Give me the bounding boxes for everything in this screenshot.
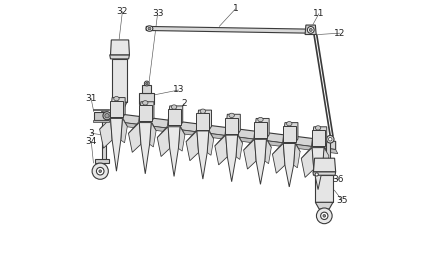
Polygon shape [102, 120, 338, 154]
Text: 11: 11 [313, 9, 325, 18]
Polygon shape [150, 123, 156, 147]
Ellipse shape [307, 27, 314, 33]
Polygon shape [142, 85, 151, 93]
Ellipse shape [148, 27, 151, 30]
Text: 35: 35 [337, 196, 348, 205]
Polygon shape [315, 175, 333, 202]
Polygon shape [157, 127, 170, 156]
Polygon shape [178, 127, 185, 151]
Polygon shape [301, 148, 314, 177]
Polygon shape [139, 123, 151, 174]
Polygon shape [95, 159, 109, 163]
Polygon shape [111, 118, 123, 171]
Polygon shape [305, 25, 316, 35]
Ellipse shape [171, 105, 177, 109]
Polygon shape [236, 135, 242, 159]
Ellipse shape [114, 97, 119, 101]
Polygon shape [197, 131, 209, 179]
Ellipse shape [105, 113, 109, 118]
Polygon shape [112, 59, 127, 102]
Polygon shape [225, 114, 240, 134]
Text: 36: 36 [333, 175, 344, 184]
Ellipse shape [92, 163, 108, 179]
Polygon shape [273, 143, 285, 173]
Ellipse shape [321, 212, 328, 220]
Ellipse shape [326, 135, 334, 143]
Polygon shape [186, 131, 198, 161]
Polygon shape [196, 110, 211, 129]
Polygon shape [254, 139, 266, 184]
Ellipse shape [229, 113, 234, 118]
Polygon shape [139, 105, 152, 121]
Polygon shape [313, 172, 336, 175]
Polygon shape [139, 93, 154, 104]
Polygon shape [94, 112, 107, 120]
Polygon shape [196, 113, 210, 129]
Ellipse shape [317, 208, 332, 224]
Ellipse shape [99, 170, 102, 172]
Polygon shape [146, 26, 309, 33]
Polygon shape [312, 148, 324, 190]
Ellipse shape [323, 215, 325, 217]
Polygon shape [102, 120, 106, 163]
Ellipse shape [315, 126, 321, 130]
Ellipse shape [144, 81, 149, 86]
Ellipse shape [286, 122, 292, 126]
Polygon shape [322, 148, 329, 172]
Polygon shape [207, 131, 214, 155]
Polygon shape [128, 123, 141, 152]
Polygon shape [215, 135, 227, 165]
Ellipse shape [96, 167, 104, 175]
Text: 12: 12 [334, 29, 346, 38]
Polygon shape [319, 175, 333, 179]
Polygon shape [312, 127, 327, 146]
Polygon shape [244, 139, 256, 169]
Polygon shape [265, 139, 271, 164]
Polygon shape [110, 55, 130, 59]
Polygon shape [293, 143, 300, 168]
Text: 3: 3 [88, 129, 94, 138]
Polygon shape [102, 112, 336, 150]
Polygon shape [139, 102, 154, 121]
Polygon shape [283, 123, 298, 142]
Polygon shape [93, 120, 109, 122]
Polygon shape [93, 109, 109, 110]
Text: 33: 33 [152, 9, 163, 18]
Text: 2: 2 [181, 99, 187, 108]
Polygon shape [111, 40, 130, 55]
Polygon shape [312, 130, 325, 146]
Ellipse shape [146, 82, 148, 85]
Ellipse shape [315, 173, 318, 176]
Text: 1: 1 [233, 4, 238, 13]
Text: 34: 34 [86, 137, 97, 146]
Polygon shape [225, 118, 238, 134]
Polygon shape [110, 98, 125, 117]
Ellipse shape [309, 29, 312, 31]
Polygon shape [121, 118, 127, 143]
Ellipse shape [103, 112, 111, 120]
Polygon shape [167, 109, 181, 125]
Polygon shape [283, 126, 296, 142]
Polygon shape [100, 118, 112, 148]
Ellipse shape [200, 109, 206, 113]
Ellipse shape [329, 137, 332, 141]
Ellipse shape [146, 26, 153, 31]
Polygon shape [254, 118, 269, 138]
Text: 32: 32 [117, 7, 128, 16]
Polygon shape [167, 106, 183, 125]
Text: 31: 31 [85, 94, 97, 103]
Polygon shape [110, 101, 123, 117]
Text: 13: 13 [173, 85, 184, 94]
Polygon shape [283, 143, 295, 187]
Polygon shape [112, 102, 127, 110]
Polygon shape [226, 135, 238, 182]
Polygon shape [313, 158, 336, 172]
Polygon shape [315, 202, 333, 209]
Polygon shape [168, 127, 180, 177]
Ellipse shape [258, 117, 263, 122]
Polygon shape [254, 122, 267, 138]
Polygon shape [326, 141, 330, 179]
Ellipse shape [143, 101, 148, 105]
